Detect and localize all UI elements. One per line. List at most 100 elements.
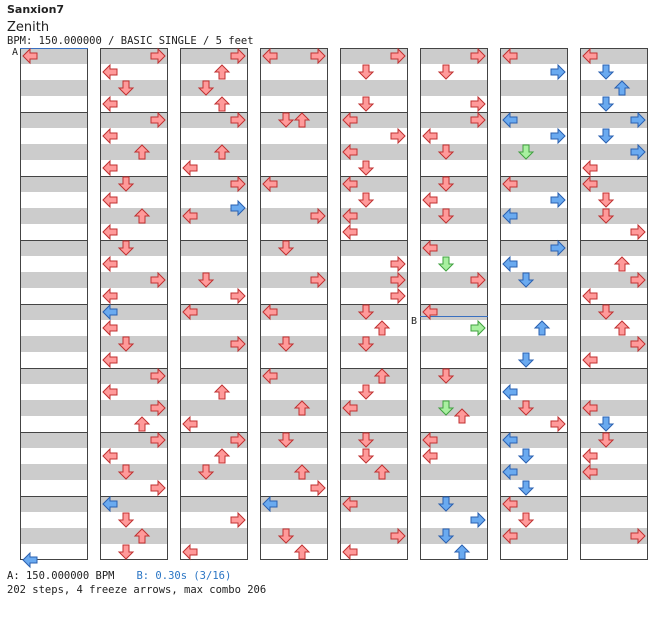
left-arrow [342, 207, 358, 225]
down-arrow [597, 304, 615, 320]
left-arrow [102, 127, 118, 145]
beat-stripe [100, 112, 168, 128]
left-arrow [342, 223, 358, 241]
beat-stripe [180, 112, 248, 128]
beat-stripe [580, 464, 648, 480]
down-arrow [437, 256, 455, 272]
column-border [500, 48, 568, 560]
left-arrow [422, 191, 438, 209]
right-arrow [310, 207, 326, 225]
beat-stripe [260, 112, 328, 128]
down-arrow [517, 512, 535, 528]
beat-stripe [20, 48, 88, 64]
right-arrow [230, 175, 246, 193]
beat-stripe [260, 176, 328, 192]
left-arrow [582, 175, 598, 193]
beat-stripe [500, 208, 568, 224]
beat-stripe [20, 176, 88, 192]
right-arrow [390, 287, 406, 305]
up-arrow [293, 400, 311, 416]
up-arrow [293, 464, 311, 480]
down-arrow [517, 352, 535, 368]
down-arrow [277, 240, 295, 256]
down-arrow [437, 208, 455, 224]
left-arrow [422, 431, 438, 449]
beat-stripe [340, 304, 408, 320]
beat-stripe [420, 528, 488, 544]
right-arrow [150, 367, 166, 385]
bpm-marker-a: A [12, 47, 19, 58]
down-arrow [517, 400, 535, 416]
left-arrow [102, 159, 118, 177]
beat-stripe [20, 496, 88, 512]
left-arrow [262, 495, 278, 513]
beat-stripe [180, 208, 248, 224]
beat-stripe [340, 464, 408, 480]
stop-legend: B: 0.30s (3/16) [136, 570, 232, 582]
down-arrow [357, 192, 375, 208]
right-arrow [310, 47, 326, 65]
right-arrow [150, 271, 166, 289]
beat-stripe [260, 208, 328, 224]
up-arrow [213, 64, 231, 80]
beat-stripe [420, 80, 488, 96]
down-arrow [517, 272, 535, 288]
chart-column [260, 48, 328, 560]
left-arrow [102, 447, 118, 465]
left-arrow [262, 47, 278, 65]
left-arrow [182, 415, 198, 433]
beat-stripe [260, 80, 328, 96]
left-arrow [102, 223, 118, 241]
beat-stripe [420, 368, 488, 384]
beat-stripe [180, 48, 248, 64]
left-arrow [262, 175, 278, 193]
beat-stripe [580, 272, 648, 288]
left-arrow [102, 191, 118, 209]
left-arrow [502, 47, 518, 65]
down-arrow [597, 64, 615, 80]
down-arrow [437, 400, 455, 416]
left-arrow [182, 207, 198, 225]
left-arrow [582, 47, 598, 65]
beat-stripe [340, 112, 408, 128]
beat-stripe [580, 432, 648, 448]
up-arrow [613, 256, 631, 272]
left-arrow [502, 111, 518, 129]
down-arrow [357, 384, 375, 400]
beat-stripe [580, 240, 648, 256]
up-arrow [533, 320, 551, 336]
left-arrow [102, 303, 118, 321]
beat-stripe [180, 176, 248, 192]
beat-stripe [340, 144, 408, 160]
up-arrow [373, 368, 391, 384]
beat-stripe [20, 272, 88, 288]
up-arrow [293, 544, 311, 560]
beat-stripe [260, 528, 328, 544]
footer-legend: A: 150.000000 BPM B: 0.30s (3/16) [7, 570, 231, 582]
beat-stripe [340, 208, 408, 224]
right-arrow [150, 47, 166, 65]
right-arrow [390, 47, 406, 65]
beat-stripe [580, 176, 648, 192]
beat-stripe [580, 368, 648, 384]
beat-stripe [100, 80, 168, 96]
left-arrow [342, 111, 358, 129]
left-arrow [582, 159, 598, 177]
beat-stripe [180, 368, 248, 384]
column-border [580, 48, 648, 560]
beat-stripe [500, 368, 568, 384]
beat-stripe [260, 144, 328, 160]
right-arrow [390, 127, 406, 145]
down-arrow [117, 240, 135, 256]
left-arrow [262, 367, 278, 385]
beat-stripe [180, 464, 248, 480]
left-arrow [342, 143, 358, 161]
right-arrow [390, 255, 406, 273]
beat-stripe [420, 144, 488, 160]
right-arrow [470, 271, 486, 289]
down-arrow [277, 528, 295, 544]
beat-stripe [180, 496, 248, 512]
right-arrow [230, 47, 246, 65]
beat-stripe [580, 80, 648, 96]
up-arrow [613, 320, 631, 336]
